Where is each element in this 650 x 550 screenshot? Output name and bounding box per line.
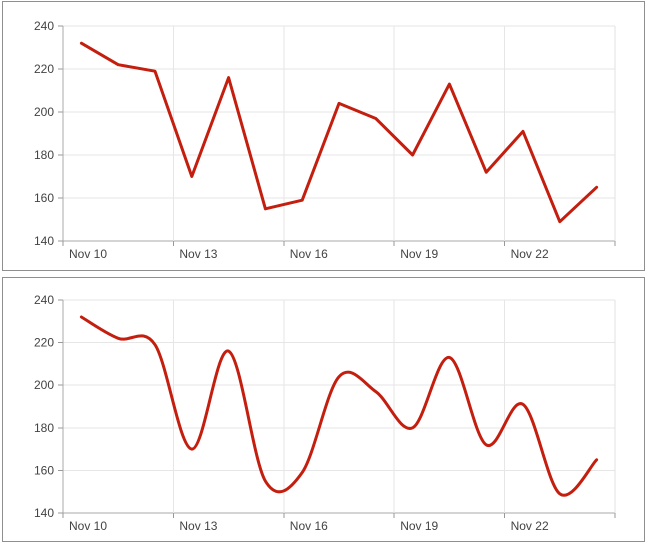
y-axis-label: 220 bbox=[34, 336, 54, 350]
x-axis-label: Nov 16 bbox=[290, 247, 328, 261]
y-axis-label: 180 bbox=[34, 421, 54, 435]
x-axis-label: Nov 22 bbox=[511, 247, 549, 261]
x-axis-label: Nov 16 bbox=[290, 519, 328, 533]
y-axis-label: 240 bbox=[34, 293, 54, 307]
series-line bbox=[79, 41, 599, 224]
y-axis-label: 200 bbox=[34, 378, 54, 392]
x-axis-label: Nov 19 bbox=[400, 247, 438, 261]
x-axis-label: Nov 10 bbox=[69, 247, 107, 261]
y-axis-label: 180 bbox=[34, 148, 54, 162]
y-axis-label: 140 bbox=[34, 506, 54, 520]
y-axis-label: 140 bbox=[34, 234, 54, 248]
bottom-chart-panel: 240 220 200 180 160 140 Nov 10 Nov 13 Nov 16 Nov … bbox=[2, 277, 645, 542]
y-axis-label: 220 bbox=[34, 62, 54, 76]
y-axis-label: 160 bbox=[34, 191, 54, 205]
top-chart: 240 220 200 180 160 140 Nov 10 Nov 13 Nov 16 Nov … bbox=[34, 19, 616, 261]
series-line bbox=[79, 315, 599, 497]
y-axis-label: 160 bbox=[34, 463, 54, 477]
x-axis-label: Nov 19 bbox=[400, 519, 438, 533]
bottom-chart: 240 220 200 180 160 140 Nov 10 Nov 13 Nov 16 Nov … bbox=[34, 293, 616, 533]
x-axis-label: Nov 22 bbox=[511, 519, 549, 533]
x-axis-label: Nov 13 bbox=[179, 247, 217, 261]
y-axis-label: 200 bbox=[34, 105, 54, 119]
top-chart-panel: 240 220 200 180 160 140 Nov 10 Nov 13 Nov 16 Nov … bbox=[2, 1, 645, 271]
x-axis-label: Nov 10 bbox=[69, 519, 107, 533]
y-axis-label: 240 bbox=[34, 19, 54, 33]
x-axis-label: Nov 13 bbox=[179, 519, 217, 533]
